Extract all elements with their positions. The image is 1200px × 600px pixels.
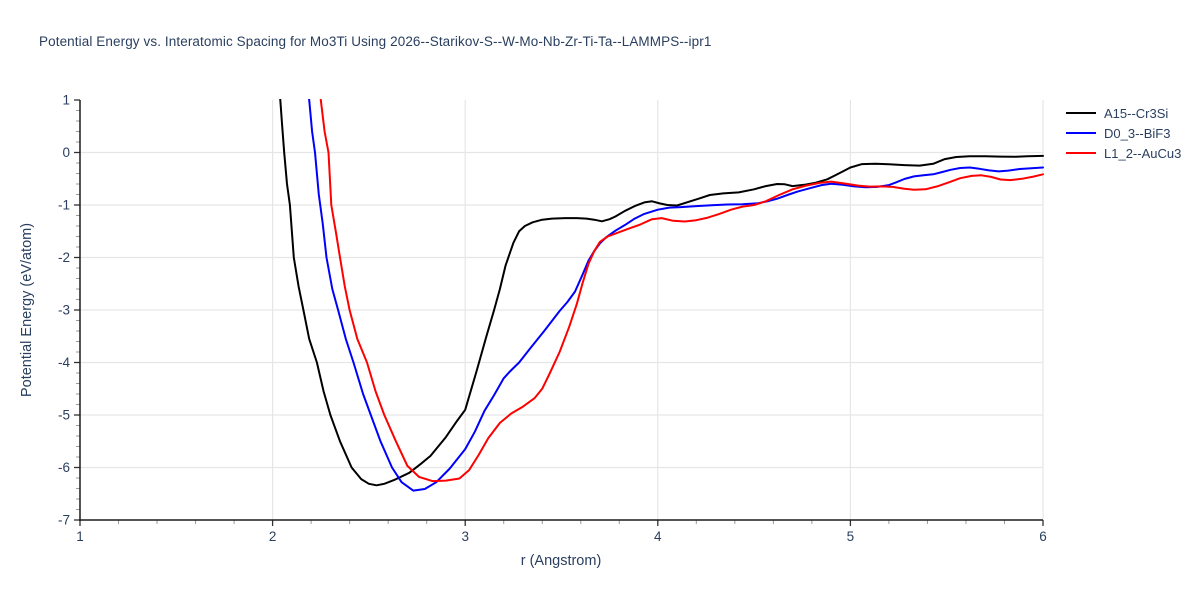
- legend-item-d03-bif3[interactable]: D0_3--BiF3: [1066, 123, 1181, 143]
- y-tick-label: -4: [58, 355, 70, 370]
- legend-item-l12-aucu3[interactable]: L1_2--AuCu3: [1066, 143, 1181, 163]
- x-tick-label: 1: [76, 529, 84, 544]
- legend-item-a15-cr3si[interactable]: A15--Cr3Si: [1066, 103, 1181, 123]
- axis-spines: [79, 100, 1043, 521]
- gridlines: [80, 100, 1044, 520]
- legend-line-icon: [1066, 112, 1096, 114]
- legend: A15--Cr3Si D0_3--BiF3 L1_2--AuCu3: [1066, 103, 1181, 163]
- legend-line-icon: [1066, 132, 1096, 134]
- x-tick-label: 2: [269, 529, 277, 544]
- y-tick-label: -2: [58, 250, 70, 265]
- y-tick-label: -1: [58, 198, 70, 213]
- legend-label: L1_2--AuCu3: [1104, 145, 1182, 161]
- y-tick-label: -3: [58, 303, 70, 318]
- x-tick-label: 3: [461, 529, 469, 544]
- y-tick-label: 0: [62, 145, 70, 160]
- legend-line-icon: [1066, 152, 1096, 154]
- legend-label: A15--Cr3Si: [1104, 105, 1169, 121]
- minor-ticks: [76, 110, 1005, 524]
- y-tick-label: -6: [58, 460, 70, 475]
- y-tick-label: -5: [58, 408, 70, 423]
- tick-labels: 1 2 3 4 5 6 1 0 -1 -2 -3 -4 -5 -6 -7: [58, 93, 1047, 545]
- series-line-d0-3-bif3: [308, 99, 1044, 492]
- x-tick-label: 6: [1039, 529, 1047, 544]
- y-axis-title: Potential Energy (eV/atom): [19, 222, 35, 398]
- x-axis-title: r (Angstrom): [520, 553, 602, 569]
- legend-label: D0_3--BiF3: [1104, 125, 1171, 141]
- x-tick-label: 5: [847, 529, 855, 544]
- series-curves: [279, 99, 1044, 492]
- chart-title: Potential Energy vs. Interatomic Spacing…: [39, 34, 712, 49]
- y-tick-label: -7: [58, 513, 70, 528]
- series-line-l1-2-aucu3: [319, 99, 1044, 483]
- series-line-a15-cr3si: [279, 99, 1044, 487]
- y-tick-label: 1: [62, 93, 70, 108]
- x-tick-label: 4: [654, 529, 662, 544]
